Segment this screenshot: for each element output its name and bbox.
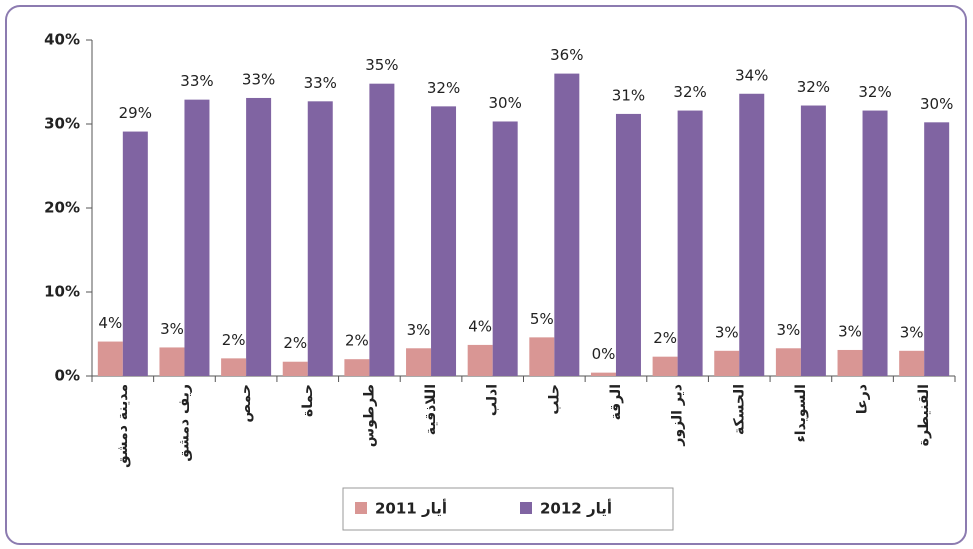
bar (467, 344, 493, 376)
data-label: 34% (735, 66, 768, 84)
x-tick-label: ادلب (485, 384, 501, 416)
bar (590, 372, 616, 376)
x-tick-label: طرطوس (361, 384, 377, 447)
x-tick-label: درعا (855, 384, 871, 414)
bar (615, 113, 641, 377)
y-tick-label: 10% (44, 283, 80, 301)
legend-swatch (520, 502, 532, 514)
data-label: 33% (304, 74, 337, 92)
bar (97, 341, 123, 376)
x-tick-label: الرقة (608, 384, 624, 420)
y-tick-label: 0% (55, 367, 80, 385)
data-label: 3% (776, 321, 800, 339)
x-tick-label: دير الزور (670, 384, 686, 447)
bar (529, 337, 555, 376)
y-tick-label: 30% (44, 115, 80, 133)
data-label: 32% (858, 83, 891, 101)
legend-label: أيار 2012 (540, 499, 612, 518)
data-label: 31% (612, 86, 645, 104)
legend-label: أيار 2011 (375, 499, 447, 518)
x-tick-label: اللاذقية (423, 384, 439, 435)
data-label: 32% (797, 78, 830, 96)
bar (431, 106, 457, 377)
bar (775, 348, 801, 376)
x-tick-label: السويداء (793, 384, 809, 442)
data-label: 3% (715, 323, 739, 341)
data-label: 33% (180, 72, 213, 90)
bar (344, 359, 370, 376)
y-tick-label: 40% (44, 31, 80, 49)
data-label: 32% (673, 83, 706, 101)
bar (800, 105, 826, 377)
bar (307, 101, 333, 376)
chart-border (5, 5, 967, 545)
bar (492, 121, 518, 376)
data-label: 0% (592, 345, 616, 363)
data-label: 3% (160, 320, 184, 338)
data-label: 36% (550, 46, 583, 64)
data-label: 2% (653, 329, 677, 347)
bar (122, 131, 148, 376)
data-label: 4% (98, 314, 122, 332)
x-tick-label: حلب (546, 384, 562, 415)
bar (246, 97, 272, 377)
data-label: 32% (427, 79, 460, 97)
data-label: 3% (407, 321, 431, 339)
bar (159, 347, 185, 376)
bar (369, 83, 395, 377)
data-label: 29% (119, 104, 152, 122)
bar (739, 93, 765, 376)
bar (406, 348, 432, 376)
data-label: 3% (838, 322, 862, 340)
data-label: 33% (242, 70, 275, 88)
data-label: 3% (900, 323, 924, 341)
legend-swatch (355, 502, 367, 514)
x-tick-label: حمص (238, 384, 254, 423)
data-label: 30% (920, 95, 953, 113)
data-label: 35% (365, 56, 398, 74)
data-label: 2% (345, 332, 369, 350)
bar (221, 358, 247, 376)
x-tick-label: الحسكة (731, 384, 747, 435)
bar (184, 99, 210, 376)
bar (924, 122, 950, 376)
bar (714, 350, 740, 376)
bar (652, 356, 678, 376)
bar (677, 110, 703, 376)
x-tick-label: مدينة دمشق (115, 384, 131, 468)
y-tick-label: 20% (44, 199, 80, 217)
legend-box (342, 487, 674, 531)
data-label: 5% (530, 310, 554, 328)
x-tick-label: حماة (300, 384, 316, 417)
bar (837, 349, 863, 376)
x-tick-label: القنيطرة (916, 384, 932, 446)
data-label: 30% (489, 94, 522, 112)
data-label: 2% (283, 334, 307, 352)
bar (862, 110, 888, 376)
bar (899, 350, 925, 376)
data-label: 4% (468, 317, 492, 335)
x-tick-label: ريف دمشق (176, 384, 192, 462)
bar (282, 361, 308, 376)
data-label: 2% (222, 331, 246, 349)
bar (554, 73, 580, 376)
